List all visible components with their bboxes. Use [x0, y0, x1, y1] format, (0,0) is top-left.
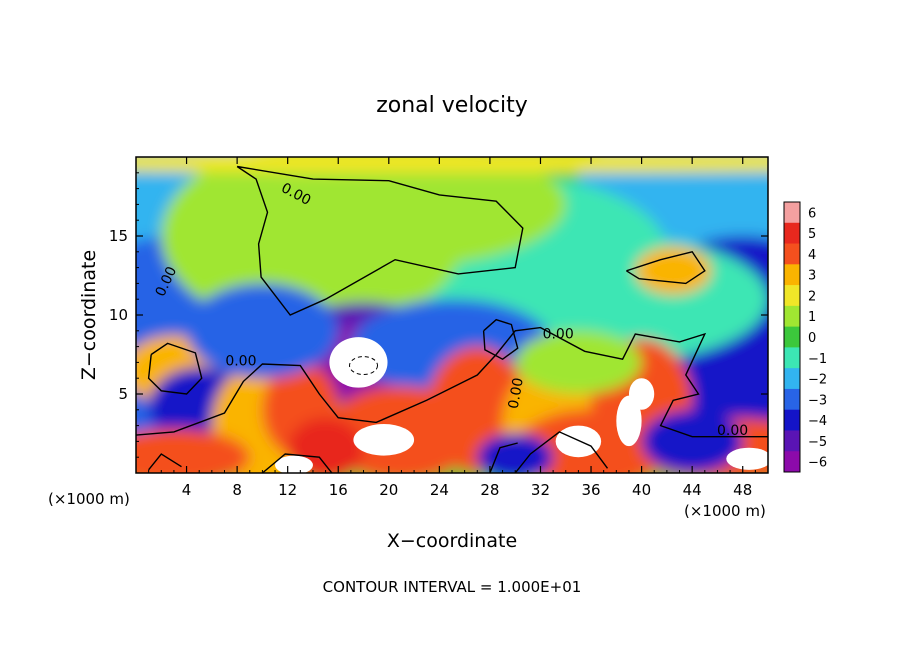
contour-line	[514, 431, 609, 473]
x-axis-title: X−coordinate	[387, 530, 517, 552]
colorbar: 6 5 4 3 2 1 0 −1 −2 −3 −4 −5 −6	[783, 201, 827, 473]
contour-line	[261, 453, 333, 473]
colorbar-tick-label: 2	[808, 289, 816, 304]
x-tick-label: 40	[632, 481, 651, 499]
y-tick-label: 15	[109, 227, 128, 245]
colorbar-swatch	[784, 409, 800, 431]
x-tick-label: 12	[278, 481, 297, 499]
colorbar-frame	[783, 201, 801, 473]
zero-contours	[136, 165, 768, 473]
x-tick-label: 4	[182, 481, 192, 499]
field-patch	[515, 330, 642, 394]
field-core	[329, 337, 388, 388]
y-axis-title: Z−coordinate	[78, 250, 100, 380]
x-tick-label: 16	[329, 481, 348, 499]
field-patch	[186, 283, 339, 379]
y-tick-label: 5	[118, 385, 128, 403]
x-axis: 4 8 12 16 20 24 28 32 36 40 44 48	[148, 157, 756, 499]
field-patch	[136, 157, 768, 173]
field-patch	[211, 157, 566, 268]
colorbar-tick-label: −3	[808, 393, 827, 408]
field-core	[616, 395, 642, 447]
contour-label: 0.00	[225, 354, 256, 370]
colorbar-tick-label: 6	[808, 206, 816, 221]
contour-line	[236, 165, 524, 316]
contour-label: 0.00	[543, 327, 574, 343]
x-tick-label: 36	[581, 481, 600, 499]
x-tick-label: 48	[733, 481, 752, 499]
colorbar-swatch	[784, 264, 800, 286]
field-core	[353, 424, 415, 456]
y-tick-label: 10	[109, 306, 128, 324]
field-patch	[136, 428, 250, 473]
contour-label: 0.00	[717, 423, 748, 439]
colorbar-swatch	[784, 451, 800, 473]
field-core	[628, 378, 655, 410]
x-tick-label: 24	[430, 481, 449, 499]
field-patch	[477, 433, 554, 473]
colorbar-tick-label: 1	[808, 310, 816, 325]
x-unit-label-right: (×1000 m)	[684, 502, 766, 520]
x-unit-label-left: (×1000 m)	[48, 490, 130, 508]
contour-line	[626, 251, 706, 285]
colorbar-swatch	[784, 388, 800, 411]
colorbar-swatch	[784, 347, 800, 369]
contour-interval-note: CONTOUR INTERVAL = 1.000E+01	[323, 578, 582, 596]
colorbar-swatch	[784, 243, 800, 265]
colorbar-tick-label: 0	[808, 331, 816, 346]
x-tick-label: 8	[232, 481, 242, 499]
colorbar-swatch	[784, 326, 800, 348]
colorbar-tick-label: −2	[808, 373, 827, 388]
colorbar-swatch	[784, 305, 800, 328]
colorbar-tick-label: −1	[808, 352, 827, 367]
colorbar-tick-label: −5	[808, 435, 827, 450]
contour-line	[147, 342, 203, 395]
field-core	[726, 447, 768, 470]
x-tick-label: 28	[480, 481, 499, 499]
colorbar-tick-label: −4	[808, 414, 827, 429]
chart-title: zonal velocity	[376, 93, 528, 118]
velocity-field	[136, 157, 768, 473]
x-tick-label: 20	[379, 481, 398, 499]
y-axis: 5 10 15	[109, 172, 768, 458]
field-core	[275, 455, 313, 473]
x-tick-label: 44	[683, 481, 702, 499]
colorbar-swatch	[784, 222, 800, 245]
field-core	[555, 425, 602, 458]
contour-line	[148, 453, 182, 471]
field-patch	[641, 409, 743, 473]
contour-line	[489, 442, 518, 473]
colorbar-swatch	[784, 368, 800, 390]
colorbar-tick-label: 4	[808, 248, 816, 263]
colorbar-tick-label: 3	[808, 269, 816, 284]
colorbar-tick-label: 5	[808, 227, 816, 242]
field-patch	[635, 247, 712, 295]
contour-line	[136, 326, 768, 438]
contour-line-negative	[349, 356, 379, 376]
colorbar-swatch	[784, 202, 800, 224]
contour-line	[482, 318, 519, 361]
x-tick-label: 32	[531, 481, 550, 499]
contour-label: 0.00	[506, 377, 527, 410]
colorbar-swatch	[784, 285, 800, 307]
colorbar-swatch	[784, 430, 800, 452]
colorbar-tick-label: −6	[808, 456, 827, 471]
